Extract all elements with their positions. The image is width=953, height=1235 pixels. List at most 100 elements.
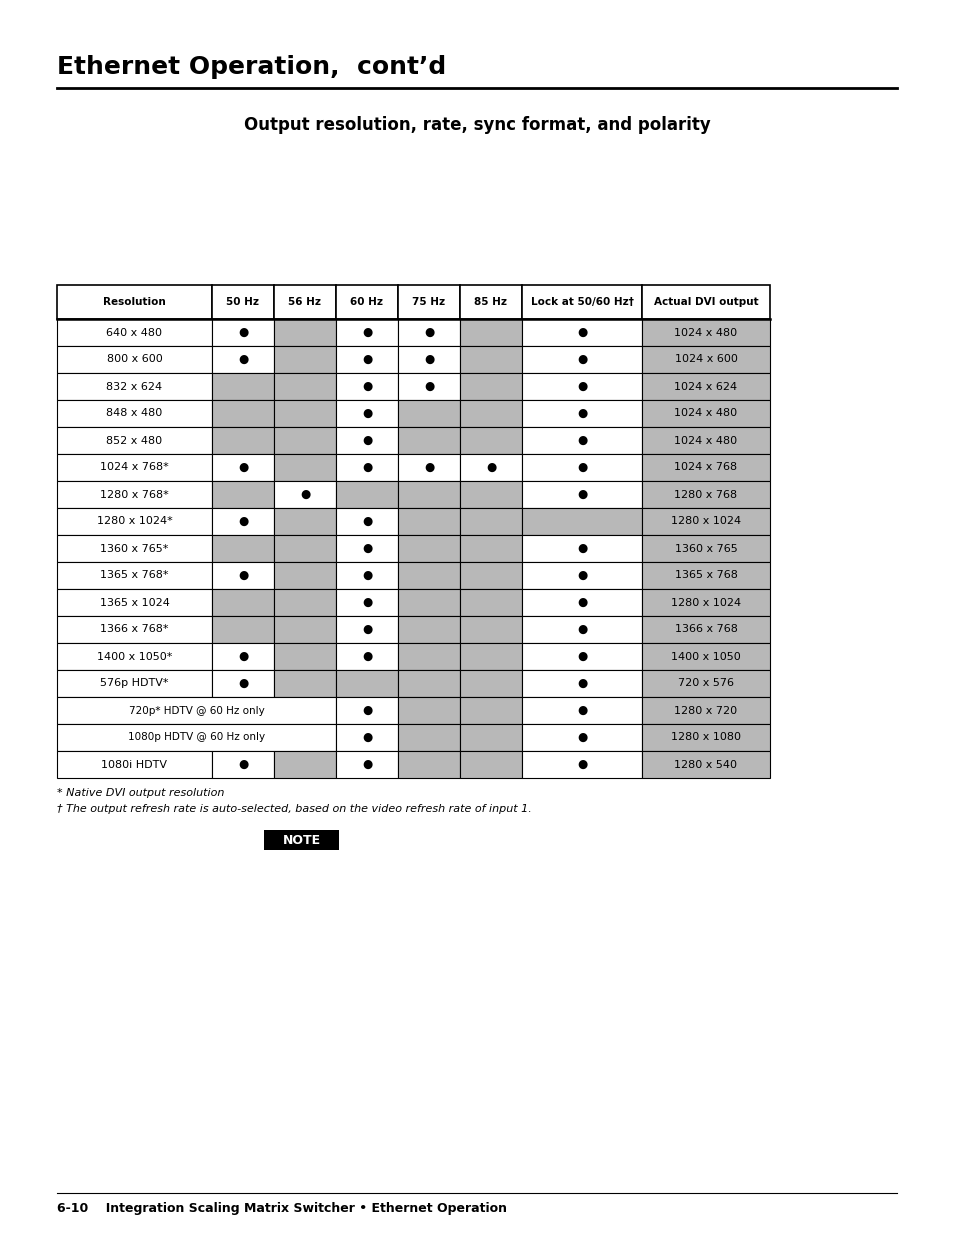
FancyBboxPatch shape <box>397 535 459 562</box>
FancyBboxPatch shape <box>335 480 397 508</box>
Text: ●: ● <box>485 461 496 474</box>
FancyBboxPatch shape <box>57 454 212 480</box>
Text: ●: ● <box>577 326 586 338</box>
FancyBboxPatch shape <box>274 454 335 480</box>
Text: Lock at 50/60 Hz†: Lock at 50/60 Hz† <box>530 296 633 308</box>
FancyBboxPatch shape <box>641 319 769 346</box>
FancyBboxPatch shape <box>397 400 459 427</box>
FancyBboxPatch shape <box>459 697 521 724</box>
Text: 1366 x 768*: 1366 x 768* <box>100 625 169 635</box>
FancyBboxPatch shape <box>459 562 521 589</box>
Text: ●: ● <box>361 542 372 555</box>
FancyBboxPatch shape <box>397 346 459 373</box>
FancyBboxPatch shape <box>57 400 212 427</box>
FancyBboxPatch shape <box>57 562 212 589</box>
Text: 832 x 624: 832 x 624 <box>107 382 162 391</box>
FancyBboxPatch shape <box>274 589 335 616</box>
FancyBboxPatch shape <box>459 508 521 535</box>
Text: Resolution: Resolution <box>103 296 166 308</box>
FancyBboxPatch shape <box>521 346 641 373</box>
Text: ●: ● <box>577 704 586 718</box>
FancyBboxPatch shape <box>212 508 274 535</box>
FancyBboxPatch shape <box>212 480 274 508</box>
Text: 1360 x 765*: 1360 x 765* <box>100 543 169 553</box>
FancyBboxPatch shape <box>641 616 769 643</box>
FancyBboxPatch shape <box>274 535 335 562</box>
FancyBboxPatch shape <box>274 319 335 346</box>
Text: ●: ● <box>237 353 248 366</box>
FancyBboxPatch shape <box>459 346 521 373</box>
Text: Actual DVI output: Actual DVI output <box>653 296 758 308</box>
Text: ●: ● <box>577 597 586 609</box>
Text: 1280 x 768*: 1280 x 768* <box>100 489 169 499</box>
FancyBboxPatch shape <box>57 697 335 724</box>
FancyBboxPatch shape <box>521 454 641 480</box>
FancyBboxPatch shape <box>212 346 274 373</box>
Text: 1080p HDTV @ 60 Hz only: 1080p HDTV @ 60 Hz only <box>128 732 265 742</box>
Text: ●: ● <box>361 326 372 338</box>
Text: 60 Hz: 60 Hz <box>350 296 383 308</box>
Text: ●: ● <box>423 380 434 393</box>
FancyBboxPatch shape <box>397 562 459 589</box>
Text: ●: ● <box>577 758 586 771</box>
FancyBboxPatch shape <box>57 427 212 454</box>
Text: 6-10    Integration Scaling Matrix Switcher • Ethernet Operation: 6-10 Integration Scaling Matrix Switcher… <box>57 1202 506 1215</box>
Text: ●: ● <box>577 542 586 555</box>
FancyBboxPatch shape <box>335 724 397 751</box>
FancyBboxPatch shape <box>641 671 769 697</box>
FancyBboxPatch shape <box>57 751 212 778</box>
Text: 1280 x 768: 1280 x 768 <box>674 489 737 499</box>
Text: Ethernet Operation,  cont’d: Ethernet Operation, cont’d <box>57 56 446 79</box>
FancyBboxPatch shape <box>641 480 769 508</box>
FancyBboxPatch shape <box>641 285 769 319</box>
Text: ●: ● <box>299 488 310 501</box>
FancyBboxPatch shape <box>521 616 641 643</box>
Text: ●: ● <box>237 650 248 663</box>
FancyBboxPatch shape <box>274 373 335 400</box>
Text: 85 Hz: 85 Hz <box>474 296 507 308</box>
Text: ●: ● <box>577 433 586 447</box>
FancyBboxPatch shape <box>459 427 521 454</box>
FancyBboxPatch shape <box>57 285 212 319</box>
FancyBboxPatch shape <box>459 319 521 346</box>
FancyBboxPatch shape <box>459 285 521 319</box>
Text: 1280 x 1024: 1280 x 1024 <box>670 598 740 608</box>
Text: 1365 x 1024: 1365 x 1024 <box>99 598 170 608</box>
Text: 1366 x 768: 1366 x 768 <box>674 625 737 635</box>
FancyBboxPatch shape <box>397 751 459 778</box>
FancyBboxPatch shape <box>641 724 769 751</box>
FancyBboxPatch shape <box>397 508 459 535</box>
FancyBboxPatch shape <box>335 535 397 562</box>
Text: † The output refresh rate is auto-selected, based on the video refresh rate of i: † The output refresh rate is auto-select… <box>57 804 531 814</box>
FancyBboxPatch shape <box>212 751 274 778</box>
FancyBboxPatch shape <box>641 751 769 778</box>
Text: 1400 x 1050*: 1400 x 1050* <box>96 652 172 662</box>
FancyBboxPatch shape <box>641 562 769 589</box>
FancyBboxPatch shape <box>274 346 335 373</box>
Text: ●: ● <box>577 353 586 366</box>
FancyBboxPatch shape <box>641 427 769 454</box>
FancyBboxPatch shape <box>212 535 274 562</box>
Text: ●: ● <box>361 380 372 393</box>
FancyBboxPatch shape <box>459 535 521 562</box>
FancyBboxPatch shape <box>459 400 521 427</box>
FancyBboxPatch shape <box>521 285 641 319</box>
FancyBboxPatch shape <box>57 480 212 508</box>
Text: 800 x 600: 800 x 600 <box>107 354 162 364</box>
FancyBboxPatch shape <box>274 562 335 589</box>
FancyBboxPatch shape <box>521 697 641 724</box>
FancyBboxPatch shape <box>335 508 397 535</box>
Text: 1360 x 765: 1360 x 765 <box>674 543 737 553</box>
FancyBboxPatch shape <box>397 373 459 400</box>
FancyBboxPatch shape <box>521 589 641 616</box>
Text: 720 x 576: 720 x 576 <box>678 678 733 688</box>
FancyBboxPatch shape <box>57 535 212 562</box>
Text: 1024 x 768*: 1024 x 768* <box>100 462 169 473</box>
FancyBboxPatch shape <box>397 697 459 724</box>
FancyBboxPatch shape <box>212 427 274 454</box>
Text: 720p* HDTV @ 60 Hz only: 720p* HDTV @ 60 Hz only <box>129 705 264 715</box>
Text: 75 Hz: 75 Hz <box>412 296 445 308</box>
FancyBboxPatch shape <box>57 319 212 346</box>
FancyBboxPatch shape <box>459 724 521 751</box>
FancyBboxPatch shape <box>274 480 335 508</box>
